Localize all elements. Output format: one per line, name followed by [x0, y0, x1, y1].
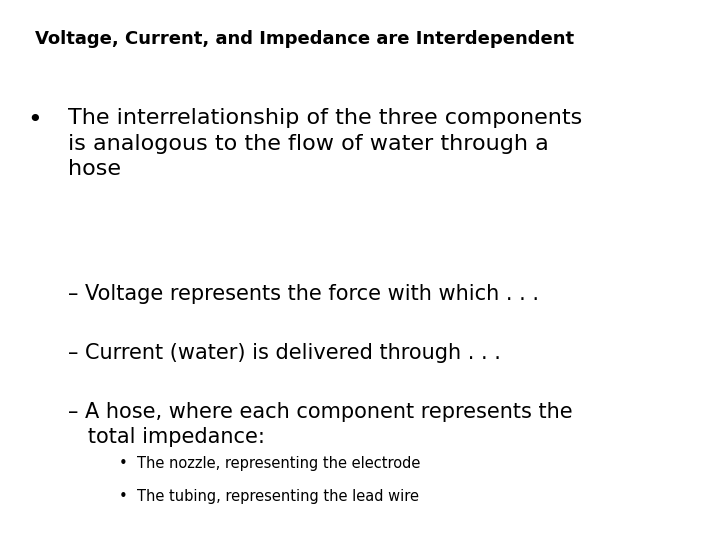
Text: – Voltage represents the force with which . . .: – Voltage represents the force with whic… [68, 284, 539, 303]
Text: – A hose, where each component represents the
   total impedance:: – A hose, where each component represent… [68, 402, 573, 447]
Text: •  The tubing, representing the lead wire: • The tubing, representing the lead wire [119, 489, 419, 504]
Text: – Current (water) is delivered through . . .: – Current (water) is delivered through .… [68, 343, 501, 363]
Text: The interrelationship of the three components
is analogous to the flow of water : The interrelationship of the three compo… [68, 108, 582, 179]
Text: Voltage, Current, and Impedance are Interdependent: Voltage, Current, and Impedance are Inte… [35, 30, 574, 48]
Text: •  The nozzle, representing the electrode: • The nozzle, representing the electrode [119, 456, 420, 471]
Text: •: • [27, 108, 42, 132]
